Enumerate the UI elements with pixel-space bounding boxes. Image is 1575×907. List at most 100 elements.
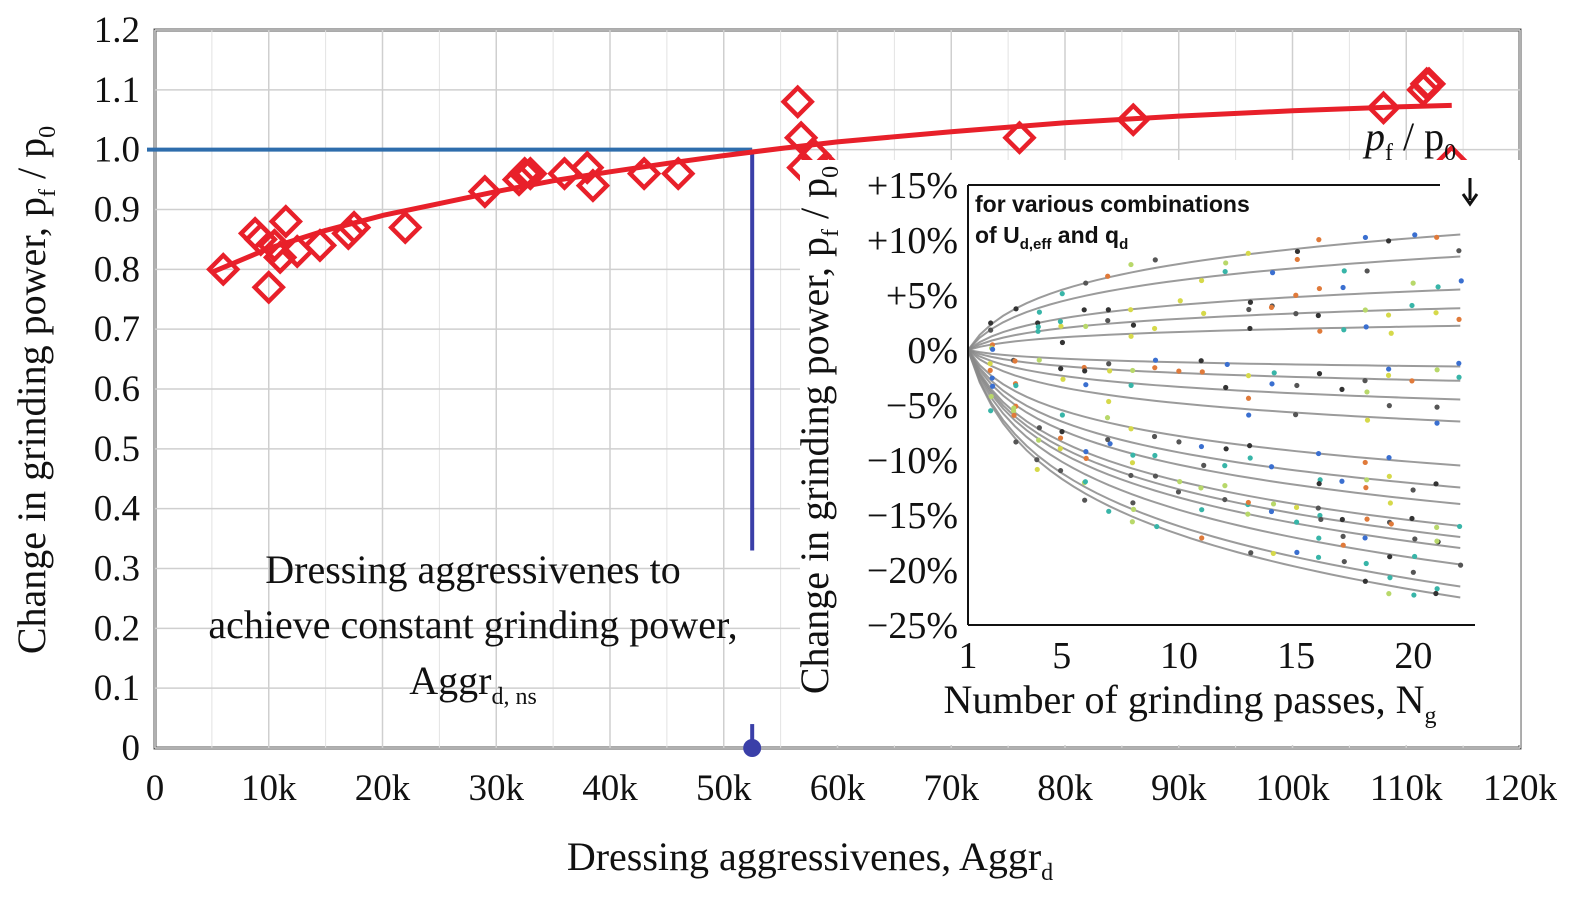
inset-data-dot (1083, 382, 1089, 388)
inset-data-dot (1106, 398, 1112, 405)
main-x-tick-label: 50k (696, 768, 752, 809)
inset-data-dot (1387, 575, 1393, 581)
inset-data-dot (1362, 578, 1368, 584)
inset-data-dot (1083, 323, 1089, 329)
inset-data-dot (1362, 535, 1368, 541)
inset-x-tick-label: 15 (1277, 635, 1315, 677)
inset-y-tick-label: −5% (886, 385, 958, 427)
inset-data-dot (1246, 306, 1252, 313)
inset-data-dot (1223, 260, 1229, 266)
inset-x-tick-label: 20 (1394, 635, 1432, 677)
inset-data-dot (1316, 237, 1322, 243)
main-y-tick-labels: 0 0.1 0.2 0.3 0.4 0.5 0.6 0.7 0.8 0.9 1.0 1.1 1.2 (94, 10, 140, 769)
inset-data-dot (1269, 270, 1276, 276)
inset-data-dot (1388, 521, 1394, 527)
data-point-diamond (513, 156, 548, 191)
inset-data-dot (1409, 302, 1415, 309)
main-y-tick-label: 1.0 (94, 130, 140, 171)
inset-curve (967, 288, 1461, 351)
inset-data-dot (1035, 320, 1041, 326)
data-point-diamond (302, 228, 338, 263)
inset-data-dot (1106, 361, 1112, 367)
inset-data-dot (1245, 373, 1252, 379)
inset-curve (967, 233, 1461, 351)
main-x-tick-label: 10k (241, 768, 297, 809)
main-y-tick-label: 0.5 (94, 429, 140, 470)
inset-data-dot (1434, 234, 1440, 240)
inset-data-dot (1081, 307, 1087, 313)
inset-data-dot (1013, 382, 1019, 389)
data-point-diamond (1116, 102, 1151, 137)
main-x-tick-label: 110k (1370, 768, 1443, 809)
inset-data-dot (1057, 467, 1064, 474)
inset-data-dot (1339, 478, 1345, 484)
inset-data-dot (1036, 437, 1042, 443)
inset-data-dot (1105, 436, 1111, 443)
inset-data-dot (1293, 292, 1299, 298)
inset-data-dot (1013, 439, 1019, 445)
inset-data-dot (989, 375, 995, 381)
inset-data-dot (1222, 483, 1228, 489)
inset-data-dot (1364, 417, 1371, 423)
inset-data-dot (1034, 466, 1040, 473)
inset-data-dot (1107, 368, 1113, 374)
inset-data-dot (1386, 591, 1392, 597)
inset-data-dot (1128, 382, 1134, 388)
inset-data-dot (1105, 273, 1111, 279)
inset-data-dot (1222, 268, 1228, 275)
inset-data-dot (1386, 403, 1392, 409)
inset-data-dot (1059, 291, 1065, 297)
inset-data-dot (1458, 278, 1464, 284)
inset-data-dot (1247, 443, 1253, 449)
data-point-diamond (661, 156, 696, 191)
inset-data-dot (1128, 333, 1134, 339)
inset-data-dot (1130, 367, 1136, 374)
inset-data-dot (1082, 497, 1088, 503)
data-point-diamond (780, 84, 815, 119)
inset-data-dot (1248, 550, 1254, 556)
main-y-axis-title: Change in grinding power, pf / p0 (9, 126, 61, 654)
inset-data-dot (1057, 318, 1064, 325)
inset-dots (987, 232, 1464, 598)
inset-data-dot (1457, 562, 1464, 568)
inset-data-dot (1270, 550, 1276, 557)
main-x-tick-label: 60k (810, 768, 866, 809)
inset-data-dot (1385, 372, 1392, 378)
inset-data-dot (1036, 309, 1043, 315)
inset-data-dot (1317, 512, 1323, 519)
inset-x-tick-label: 10 (1160, 635, 1198, 677)
inset-data-dot (1059, 412, 1065, 418)
fit-curve-line (210, 102, 1452, 275)
inset-x-axis-title: Number of grinding passes, Ng (943, 677, 1436, 729)
inset-data-dot (1035, 324, 1041, 330)
inset-data-dot (1198, 277, 1205, 284)
inset-data-dot (1293, 504, 1300, 510)
inset-data-dot (1057, 446, 1063, 452)
inset-data-dot (1128, 472, 1134, 479)
inset-data-dot (1246, 412, 1252, 418)
inset-data-dot (1411, 592, 1417, 598)
inset-data-dot (1012, 358, 1018, 364)
inset-data-dot (1036, 425, 1042, 431)
inset-data-dot (1294, 248, 1301, 255)
inset-y-axis-title: Change in grinding power, pf / p0 (792, 166, 844, 694)
inset-data-dot (1339, 386, 1345, 392)
inset-data-dot (1152, 365, 1158, 371)
data-point-diamond (268, 204, 303, 239)
inset-curve (967, 349, 1461, 538)
inset-data-dot (1198, 485, 1204, 491)
inset-data-dot (988, 320, 994, 326)
inset-data-dot (1154, 523, 1160, 530)
inset-data-dot (1364, 477, 1370, 483)
inset-data-dot (1315, 312, 1321, 319)
inset-data-dot (1362, 307, 1368, 313)
inset-data-dot (1151, 433, 1158, 440)
data-point-diamond (1002, 120, 1037, 155)
main-x-tick-label: 120k (1483, 768, 1558, 809)
data-point-diamond (570, 150, 605, 185)
inset-data-dot (1011, 412, 1017, 418)
data-point-diamond (507, 156, 542, 191)
main-x-tick-labels: 0 10k 20k 30k 40k 50k 60k 70k 80k 90k 100k 110k 120k (146, 768, 1558, 809)
inset-data-dot (1434, 586, 1440, 592)
inset-data-dot (1222, 496, 1228, 503)
